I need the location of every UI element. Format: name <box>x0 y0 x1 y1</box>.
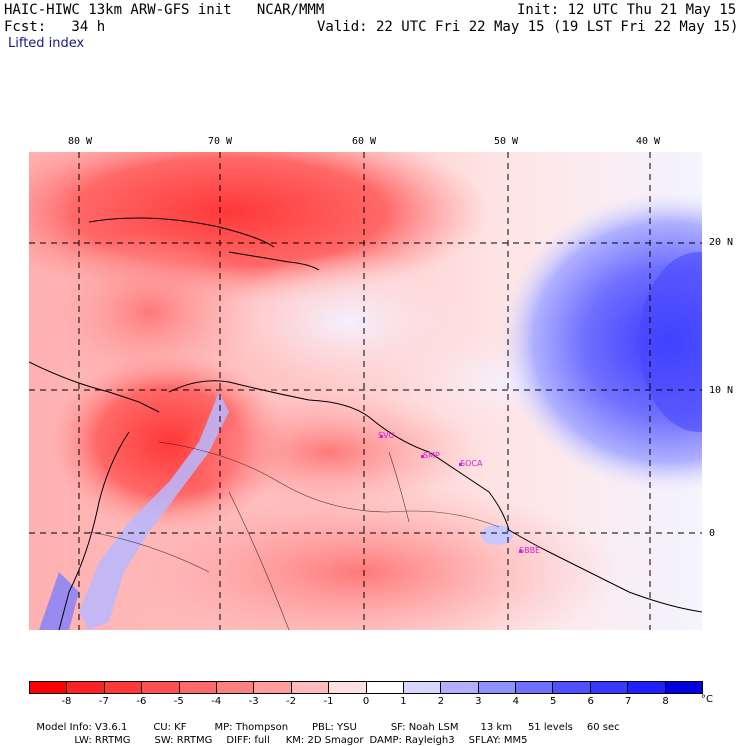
colorbar-swatch <box>553 682 591 693</box>
colorbar-swatch <box>142 682 180 693</box>
colorbar-tick-label: -5 <box>173 696 184 707</box>
lat-label-20n: 20 N <box>709 237 734 248</box>
vertical-levels: 51 levels <box>527 722 573 733</box>
microphysics-scheme: MP: Thompson <box>214 722 289 733</box>
surface-layer: SFLAY: MM5 <box>468 735 528 746</box>
colorbar-swatch <box>590 682 629 693</box>
colorbar-swatch <box>628 682 666 693</box>
colorbar-swatch <box>665 682 703 693</box>
valid-time: Valid: 22 UTC Fri 22 May 15 (19 LST Fri … <box>317 19 739 35</box>
forecast-hour: Fcst: 34 h <box>4 19 106 35</box>
lon-label-60w: 60 W <box>352 136 377 147</box>
field-name: Lifted index <box>8 36 85 51</box>
longwave-scheme: LW: RRTMG <box>74 735 131 746</box>
colorbar-tick-label: -3 <box>248 696 259 707</box>
colorbar-tick-label: 2 <box>437 696 445 707</box>
lifted-index-map: SVU SMP SOCA SBBE <box>29 152 702 630</box>
colorbar-swatch <box>329 682 367 693</box>
colorbar-swatch <box>216 682 255 693</box>
colorbar-tick-label: -1 <box>323 696 334 707</box>
lat-label-10n: 10 N <box>709 385 734 396</box>
model-info-line-2: LW: RRTMG SW: RRTMG DIFF: full KM: 2D Smago… <box>68 724 528 746</box>
cumulus-scheme: CU: KF <box>153 722 187 733</box>
colorbar-swatch <box>516 682 554 693</box>
timestep: 60 sec <box>586 722 620 733</box>
colorbar-swatch <box>67 682 105 693</box>
pbl-scheme: PBL: YSU <box>312 722 357 733</box>
station-label-soca: SOCA <box>460 459 483 468</box>
model-version: Model Info: V3.6.1 <box>36 722 128 733</box>
colorbar-swatch <box>403 682 442 693</box>
colorbar-swatch <box>179 682 217 693</box>
colorbar-tick-label: 1 <box>400 696 407 707</box>
colorbar-swatch <box>104 682 143 693</box>
colorbar-swatch <box>291 682 330 693</box>
colorbar-tick-label: 3 <box>475 696 482 707</box>
station-label-sbbe: SBBE <box>519 546 541 555</box>
lat-label-0: 0 <box>709 528 716 539</box>
lon-label-40w: 40 W <box>636 136 661 147</box>
colorbar-tick-label: 5 <box>550 696 557 707</box>
colorbar <box>29 681 703 694</box>
model-title: HAIC-HIWC 13km ARW-GFS init NCAR/MMM <box>4 2 325 18</box>
damping-option: DAMP: Rayleigh3 <box>369 735 455 746</box>
colorbar-tick-label: 8 <box>662 696 669 707</box>
map-canvas <box>29 152 702 630</box>
station-label-smp: SMP <box>423 451 440 460</box>
grid-spacing: 13 km <box>480 722 512 733</box>
lon-label-50w: 50 W <box>494 136 519 147</box>
init-time: Init: 12 UTC Thu 21 May 15 <box>517 2 737 18</box>
colorbar-tick-label: -8 <box>61 696 72 707</box>
colorbar-swatch <box>30 682 68 693</box>
colorbar-tick-label: 4 <box>512 696 519 707</box>
model-info-line-1: Model Info: V3.6.1 CU: KF MP: Thompson PBL:… <box>30 711 620 733</box>
colorbar-tick-label: -4 <box>211 696 222 707</box>
eddy-coefficient: KM: 2D Smagor <box>285 735 364 746</box>
colorbar-tick-label: -6 <box>136 696 147 707</box>
lon-label-70w: 70 W <box>208 136 233 147</box>
colorbar-swatch <box>254 682 292 693</box>
colorbar-tick-label: 7 <box>624 696 632 707</box>
colorbar-swatch <box>366 682 404 693</box>
colorbar-swatch <box>441 682 479 693</box>
colorbar-unit: °C <box>701 694 713 705</box>
surface-scheme: SF: Noah LSM <box>390 722 459 733</box>
diffusion-option: DIFF: full <box>226 735 270 746</box>
colorbar-tick-label: -7 <box>98 696 109 707</box>
shortwave-scheme: SW: RRTMG <box>154 735 213 746</box>
colorbar-tick-label: -2 <box>286 696 297 707</box>
station-label-svu: SVU <box>378 431 395 440</box>
colorbar-tick-label: 0 <box>362 696 370 707</box>
colorbar-tick-label: 6 <box>587 696 594 707</box>
colorbar-swatch <box>478 682 517 693</box>
lon-label-80w: 80 W <box>68 136 93 147</box>
